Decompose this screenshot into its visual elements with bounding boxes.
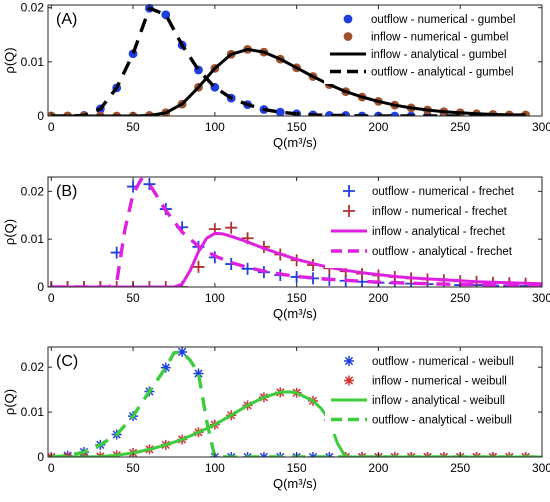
legend-label: outflow - analytical - frechet	[372, 246, 513, 258]
y-axis-label: ρ(Q)	[2, 389, 17, 415]
data-point	[390, 111, 400, 116]
data-point	[94, 281, 107, 287]
legend-label: outflow - analytical - gumbel	[371, 67, 514, 79]
axes-frame	[47, 4, 543, 117]
data-point	[143, 281, 156, 287]
x-tick-label: 300	[532, 291, 550, 305]
x-tick-label: 300	[532, 461, 550, 475]
x-tick-label: 250	[450, 291, 470, 305]
x-tick-label: 150	[287, 461, 307, 475]
legend: outflow - numerical - gumbel inflow - num…	[324, 9, 536, 84]
series-line-inflow-analytical-gumbel	[51, 47, 526, 116]
y-tick-label: 0.01	[21, 232, 45, 246]
data-point	[160, 362, 171, 373]
x-tick-label: 250	[450, 120, 470, 134]
y-tick-label: 0.02	[21, 1, 45, 15]
legend-swatch	[344, 356, 354, 366]
legend-swatch	[343, 32, 353, 41]
legend-label: inflow - numerical - gumbel	[371, 32, 508, 44]
x-tick-label: 150	[287, 120, 307, 134]
series-line-inflow-analytical-weibull	[51, 390, 542, 457]
legend-swatch	[343, 185, 355, 197]
x-axis-label: Q(m³/s)	[273, 306, 317, 321]
data-point	[275, 107, 285, 116]
y-tick-label: 0	[37, 450, 44, 464]
panel-3: 0 50 100 150 200 250 300 0 0.01 0.02 Q(m³/s) ρ(Q) (C…	[2, 346, 550, 491]
legend: outflow - numerical - frechet inflow - nu…	[325, 181, 538, 268]
x-tick-label: 300	[532, 120, 550, 134]
legend-box	[325, 351, 538, 434]
data-point	[177, 346, 188, 357]
x-tick-label: 0	[48, 461, 55, 475]
x-tick-label: 0	[48, 120, 55, 134]
series-line-inflow-analytical-frechet	[51, 231, 542, 287]
x-tick-label: 50	[126, 291, 140, 305]
legend-label: inflow - analytical - weibull	[372, 395, 505, 407]
legend-box	[324, 9, 536, 84]
x-tick-label: 100	[205, 291, 225, 305]
data-point	[61, 281, 74, 287]
legend-label: inflow - analytical - gumbel	[371, 49, 507, 61]
series-line-outflow-analytical-frechet	[51, 177, 542, 287]
x-tick-label: 0	[48, 291, 55, 305]
panel-label: (C)	[56, 353, 78, 370]
legend-label: outflow - analytical - weibull	[372, 415, 512, 427]
axes-frame	[47, 346, 543, 458]
x-tick-label: 150	[287, 291, 307, 305]
panel-2: 0 50 100 150 200 250 300 0 0.01 0.02 Q(m³/s) ρ(Q) (B…	[2, 176, 550, 321]
data-point	[225, 221, 238, 234]
legend-swatch	[343, 205, 355, 217]
x-tick-label: 100	[205, 461, 225, 475]
x-tick-label: 50	[126, 120, 140, 134]
legend-label: inflow - numerical - weibull	[372, 376, 507, 388]
legend-label: inflow - analytical - frechet	[372, 226, 506, 238]
x-axis-label: Q(m³/s)	[273, 476, 317, 491]
axes-frame	[47, 176, 543, 288]
legend-label: outflow - numerical - gumbel	[371, 14, 515, 26]
legend-label: outflow - numerical - weibull	[372, 356, 514, 368]
panel-label: (B)	[56, 183, 77, 200]
x-tick-label: 250	[450, 461, 470, 475]
legend-swatch	[344, 375, 354, 386]
x-tick-label: 200	[368, 291, 388, 305]
data-point	[193, 368, 204, 379]
data-point	[143, 178, 156, 191]
y-tick-label: 0	[37, 109, 44, 123]
y-axis-label: ρ(Q)	[2, 219, 17, 245]
y-tick-label: 0.02	[21, 184, 45, 198]
y-axis-label: ρ(Q)	[2, 47, 17, 73]
y-tick-label: 0.02	[21, 360, 45, 374]
panel-label: (A)	[56, 11, 77, 28]
legend-label: outflow - numerical - frechet	[372, 186, 515, 198]
data-point	[110, 281, 123, 287]
legend-swatch	[343, 14, 353, 24]
series-line-outflow-analytical-gumbel	[51, 6, 526, 116]
x-tick-label: 200	[368, 461, 388, 475]
series-layer	[48, 177, 542, 287]
data-point	[241, 262, 254, 275]
legend: outflow - numerical - weibull inflow - nu…	[325, 351, 538, 434]
data-point	[192, 260, 205, 273]
x-tick-label: 50	[126, 461, 140, 475]
x-tick-label: 100	[205, 120, 225, 134]
y-tick-label: 0.01	[21, 55, 45, 69]
data-point	[161, 10, 171, 20]
legend-label: inflow - numerical - frechet	[372, 206, 508, 218]
x-axis-label: Q(m³/s)	[273, 135, 317, 150]
data-point	[77, 281, 90, 287]
x-tick-label: 200	[368, 120, 388, 134]
panel-1: 0 50 100 150 200 250 300 0 0.01 0.02 Q(m³/s) ρ(Q) (A…	[2, 1, 550, 150]
y-tick-label: 0.01	[21, 405, 45, 419]
series-layer	[48, 346, 542, 457]
y-tick-label: 0	[37, 280, 44, 294]
data-point	[159, 281, 172, 287]
legend-box	[325, 181, 538, 268]
